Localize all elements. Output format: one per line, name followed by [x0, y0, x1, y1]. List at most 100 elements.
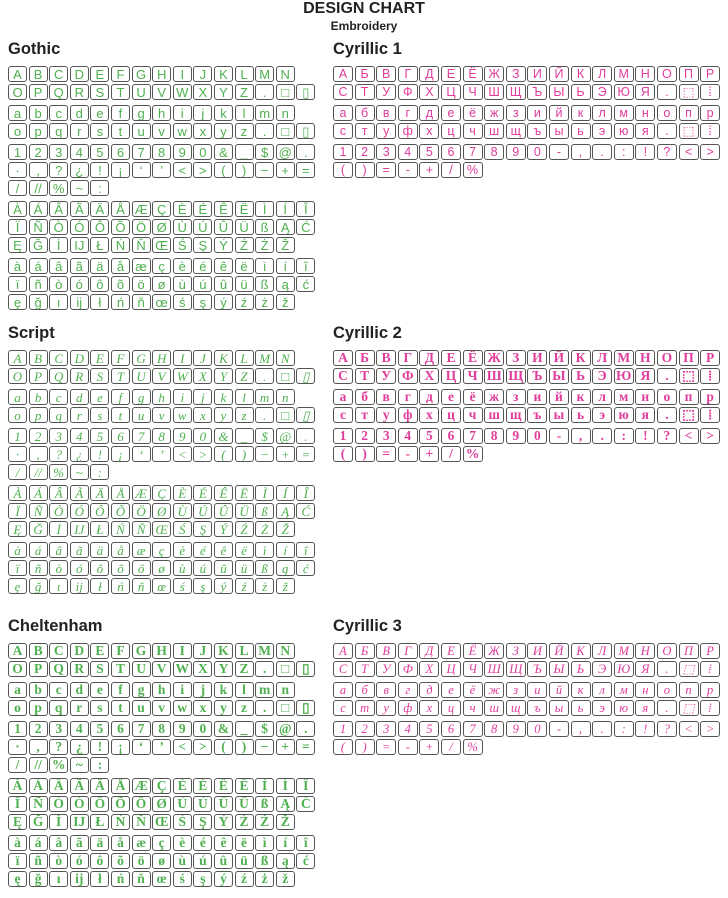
character-box: é — [193, 258, 213, 274]
character-box: T — [110, 84, 130, 100]
character-box: b — [28, 105, 48, 121]
character-box: b — [28, 682, 48, 698]
character-box: S — [90, 368, 110, 384]
character-box: Ü — [234, 796, 254, 812]
character-box: Ş — [193, 814, 213, 830]
character-box: ы — [548, 123, 569, 139]
character-box: ż — [255, 578, 275, 594]
character-box: m — [255, 389, 275, 405]
character-box: ñ — [28, 853, 48, 869]
character-box: Л — [592, 66, 613, 82]
character-box: з — [505, 105, 526, 121]
character-box: / — [440, 739, 461, 755]
character-box: Q — [49, 84, 69, 100]
character-box: , — [28, 446, 48, 462]
character-box: X — [193, 84, 213, 100]
character-box: . — [656, 123, 677, 139]
character-box: ▯ — [296, 368, 316, 384]
character-row: ·,? ¿! ¡ ‘’ < >() − + = — [8, 446, 317, 464]
character-box: Ó — [69, 219, 89, 235]
character-box: ? — [49, 446, 69, 462]
character-box: Ó — [69, 796, 89, 812]
character-box: R — [69, 84, 89, 100]
character-box: / — [8, 757, 27, 773]
character-box: - — [397, 739, 418, 755]
character-box: E — [90, 66, 110, 82]
character-box: - — [397, 162, 418, 178]
character-box: â — [49, 542, 69, 558]
character-box: ş — [193, 578, 213, 594]
character-box: ń — [110, 871, 130, 887]
character-box: ù — [172, 560, 192, 576]
character-box: Z — [234, 368, 254, 384]
character-box: 3 — [376, 721, 397, 737]
character-box: · — [8, 446, 27, 462]
character-box: Á — [28, 485, 48, 501]
character-box: . — [296, 144, 316, 160]
character-box: ц — [440, 407, 461, 423]
character-box: О — [656, 643, 677, 659]
character-box: ⁞ — [700, 123, 721, 139]
character-box: ğ — [28, 294, 48, 310]
character-box: q — [49, 407, 69, 423]
character-box: Œ — [152, 521, 172, 537]
character-box: щ — [505, 123, 526, 139]
character-box: ю — [613, 123, 634, 139]
character-box: Ф — [397, 368, 418, 384]
character-box: в — [376, 682, 397, 698]
character-box: 9 — [505, 428, 526, 444]
character-box: Ą — [275, 503, 295, 519]
character-box: ы — [548, 700, 569, 716]
character-box: U — [131, 661, 151, 677]
character-box: @ — [275, 144, 295, 160]
character-box: 6 — [440, 144, 461, 160]
character-box: я — [635, 407, 656, 423]
character-box: i — [172, 389, 192, 405]
character-box: ) — [354, 162, 375, 178]
character-box: р — [700, 105, 721, 121]
character-box: / — [8, 464, 27, 480]
character-box: Э — [592, 661, 613, 677]
character-box: Ц — [440, 368, 461, 384]
character-box: Ъ — [527, 661, 548, 677]
character-box: A — [8, 66, 27, 82]
character-box: F — [110, 643, 130, 659]
character-box: ¿ — [69, 446, 89, 462]
character-box: ı — [49, 294, 69, 310]
character-box: п — [678, 105, 699, 121]
character-box: % — [462, 446, 483, 462]
character-box: Ś — [172, 521, 192, 537]
character-box: 7 — [462, 721, 483, 737]
character-box: É — [193, 485, 213, 501]
character-box: R — [69, 661, 89, 677]
character-box: ź — [234, 294, 254, 310]
character-box: w — [172, 123, 192, 139]
character-box: ň — [131, 871, 151, 887]
character-box: Ф — [397, 84, 418, 100]
character-box: ň — [131, 294, 151, 310]
character-box: Ь — [570, 661, 591, 677]
character-box: è — [172, 542, 192, 558]
character-box: M — [255, 643, 275, 659]
character-box: ⁞ — [700, 407, 721, 423]
character-box: ë — [234, 542, 254, 558]
character-box: Ň — [131, 237, 151, 253]
character-box: e — [90, 682, 110, 698]
character-box: ô — [90, 853, 110, 869]
character-box: % — [462, 162, 483, 178]
character-box: ъ — [527, 700, 548, 716]
character-box: å — [110, 542, 130, 558]
character-box: ? — [656, 721, 677, 737]
character-box: / — [440, 446, 461, 462]
character-box: ï — [8, 560, 27, 576]
character-box: À — [8, 485, 27, 501]
character-box: Ã — [69, 201, 89, 217]
character-box: Å — [110, 201, 130, 217]
character-row: Ę Ğ İ IJ Ł Ń Ň Œ Ś Ş Ý Ź Ż Ž — [8, 521, 317, 539]
character-box: x — [193, 123, 213, 139]
character-box: 6 — [110, 428, 130, 444]
character-box: è — [172, 835, 192, 851]
